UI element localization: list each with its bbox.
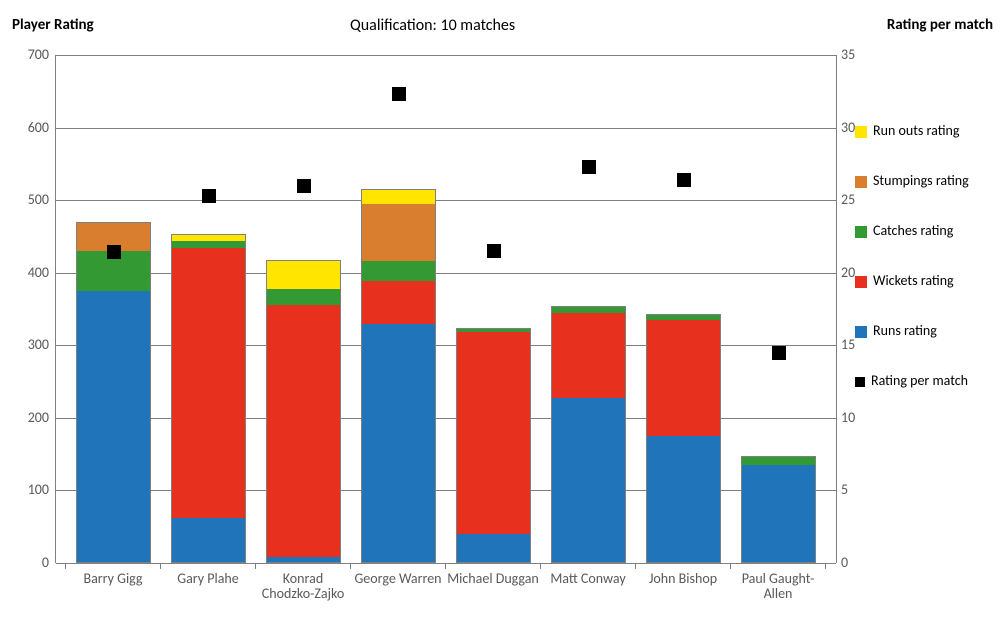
plot-area <box>55 55 837 563</box>
gridline <box>56 200 836 201</box>
left-axis-title: Player Rating <box>12 16 94 34</box>
y-left-tick-label: 200 <box>28 409 49 426</box>
right-axis-title: Rating per match <box>887 16 993 34</box>
x-category-label: Paul Gaught-Allen <box>731 571 826 602</box>
rating-per-match-marker <box>107 245 121 259</box>
rating-per-match-marker <box>677 173 691 187</box>
y-right-tick-label: 30 <box>841 119 855 136</box>
x-tick-mark <box>65 563 66 569</box>
y-right-tick-label: 5 <box>841 481 848 498</box>
legend-entry: Rating per match <box>855 373 995 389</box>
x-category-label: Michael Duggan <box>446 571 541 586</box>
y-left-tick-label: 700 <box>28 46 49 63</box>
bar-outline <box>551 306 626 563</box>
x-tick-mark <box>350 563 351 569</box>
legend-entry: Runs rating <box>855 323 995 339</box>
y-right-tick-label: 10 <box>841 409 855 426</box>
y-left-tick-label: 400 <box>28 264 49 281</box>
x-tick-mark <box>825 563 826 569</box>
legend-swatch-icon <box>855 276 867 288</box>
legend-entry: Catches rating <box>855 223 995 239</box>
bar-outline <box>456 328 531 563</box>
legend-entry: Wickets rating <box>855 273 995 289</box>
gridline <box>56 128 836 129</box>
x-category-label: George Warren <box>351 571 446 586</box>
x-tick-mark <box>730 563 731 569</box>
legend-label: Stumpings rating <box>873 172 969 189</box>
rating-per-match-marker <box>487 244 501 258</box>
rating-per-match-marker <box>202 189 216 203</box>
y-right-tick-label: 0 <box>841 554 848 571</box>
legend-entry: Run outs rating <box>855 123 995 139</box>
legend-swatch-icon <box>855 326 867 338</box>
legend-swatch-icon <box>855 126 867 138</box>
y-left-tick-label: 0 <box>42 554 49 571</box>
x-tick-mark <box>445 563 446 569</box>
y-right-tick-label: 35 <box>841 46 855 63</box>
y-left-tick-label: 300 <box>28 336 49 353</box>
legend-label: Wickets rating <box>873 272 954 289</box>
x-tick-mark <box>540 563 541 569</box>
legend-label: Run outs rating <box>873 122 959 139</box>
legend-entry: Stumpings rating <box>855 173 995 189</box>
y-left-tick-label: 500 <box>28 191 49 208</box>
legend-label: Runs rating <box>873 322 937 339</box>
bar-outline <box>361 189 436 563</box>
legend-swatch-icon <box>855 176 867 188</box>
legend-label: Rating per match <box>871 372 968 389</box>
x-category-label: Barry Gigg <box>66 571 161 586</box>
gridline <box>56 563 836 564</box>
x-tick-mark <box>160 563 161 569</box>
x-category-label: Matt Conway <box>541 571 636 586</box>
bar-outline <box>171 234 246 563</box>
bar-outline <box>76 222 151 563</box>
x-category-label: John Bishop <box>636 571 731 586</box>
legend-marker-icon <box>855 377 865 387</box>
rating-per-match-marker <box>582 160 596 174</box>
rating-per-match-marker <box>772 346 786 360</box>
x-tick-mark <box>255 563 256 569</box>
bar-outline <box>741 456 816 563</box>
gridline <box>56 55 836 56</box>
y-right-tick-label: 15 <box>841 336 855 353</box>
x-category-label: Konrad Chodzko-Zajko <box>256 571 351 602</box>
chart-title: Qualification: 10 matches <box>350 16 515 35</box>
bar-outline <box>266 260 341 563</box>
y-right-tick-label: 20 <box>841 264 855 281</box>
bar-outline <box>646 314 721 563</box>
legend-label: Catches rating <box>873 222 953 239</box>
legend-swatch-icon <box>855 226 867 238</box>
rating-per-match-marker <box>297 179 311 193</box>
rating-per-match-marker <box>392 87 406 101</box>
x-tick-mark <box>635 563 636 569</box>
y-left-tick-label: 600 <box>28 119 49 136</box>
y-left-tick-label: 100 <box>28 481 49 498</box>
y-right-tick-label: 25 <box>841 191 855 208</box>
x-category-label: Gary Plahe <box>161 571 256 586</box>
